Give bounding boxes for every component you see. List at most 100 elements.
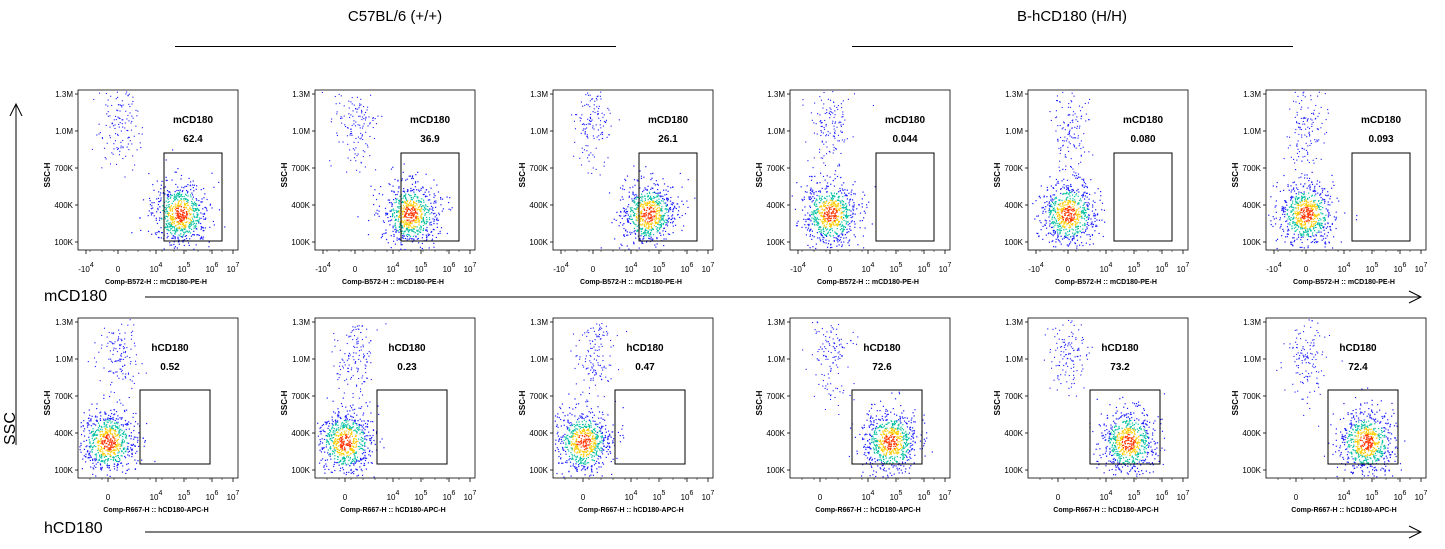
event-dot (176, 205, 178, 207)
event-dot (201, 237, 203, 239)
event-dot (620, 243, 622, 245)
event-dot (628, 248, 630, 250)
event-dot (849, 225, 851, 228)
event-dot (1329, 198, 1331, 200)
event-dot (639, 220, 642, 222)
event-dot (1331, 223, 1333, 225)
event-dot (666, 221, 668, 224)
event-dot (424, 214, 426, 216)
event-dot (576, 114, 578, 116)
event-dot (1082, 204, 1084, 207)
event-dot (1078, 105, 1081, 107)
event-dot (1308, 205, 1311, 207)
event-dot (1297, 198, 1299, 201)
event-dot (1331, 223, 1333, 225)
event-dot (1069, 143, 1071, 145)
event-dot (677, 214, 679, 216)
event-dot (833, 208, 835, 210)
event-dot (1307, 213, 1310, 215)
event-dot (630, 209, 632, 211)
event-dot (649, 208, 651, 210)
event-dot (650, 215, 652, 217)
event-dot (115, 119, 117, 121)
event-dot (1070, 200, 1072, 202)
event-dot (819, 212, 821, 214)
event-dot (649, 217, 651, 219)
event-dot (845, 220, 847, 222)
event-dot (1067, 203, 1069, 205)
event-dot (1275, 217, 1277, 219)
event-dot (196, 228, 198, 230)
event-dot (187, 191, 189, 193)
event-dot (1303, 224, 1305, 226)
event-dot (340, 116, 342, 118)
event-dot (835, 220, 837, 222)
event-dot (1316, 183, 1318, 185)
event-dot (636, 217, 638, 219)
event-dot (1067, 204, 1069, 206)
event-dot (649, 233, 651, 235)
event-dot (826, 208, 828, 210)
event-dot (378, 215, 380, 217)
event-dot (1292, 220, 1294, 223)
event-dot (1072, 137, 1074, 139)
event-dot (1068, 205, 1071, 207)
event-dot (160, 184, 162, 186)
event-dot (823, 197, 825, 199)
event-dot (180, 208, 182, 210)
event-dot (192, 180, 194, 182)
event-dot (1335, 227, 1337, 230)
event-dot (1049, 213, 1052, 215)
event-dot (826, 213, 828, 215)
y-tick-label: 100K (529, 238, 548, 247)
event-dot (1064, 204, 1066, 206)
event-dot (589, 106, 591, 108)
event-dot (176, 204, 178, 206)
event-dot (821, 195, 823, 197)
event-dot (370, 185, 372, 187)
event-dot (637, 202, 639, 205)
event-dot (152, 184, 154, 186)
event-dot (810, 187, 812, 189)
event-dot (107, 115, 109, 117)
event-dot (353, 120, 355, 122)
event-dot (175, 171, 177, 173)
event-dot (201, 201, 203, 203)
event-dot (188, 225, 190, 227)
event-dot (400, 226, 403, 229)
event-dot (640, 213, 642, 215)
event-dot (187, 204, 189, 207)
event-dot (1104, 221, 1106, 223)
event-dot (413, 191, 415, 193)
event-dot (846, 221, 849, 223)
event-dot (1060, 229, 1062, 232)
event-dot (825, 207, 827, 209)
event-dot (592, 111, 594, 113)
event-dot (1082, 217, 1084, 219)
event-dot (412, 197, 415, 199)
event-dot (1313, 189, 1316, 192)
event-dot (176, 227, 178, 229)
event-dot (417, 218, 419, 221)
event-dot (670, 221, 672, 224)
event-dot (844, 119, 846, 121)
event-dot (632, 186, 634, 188)
event-dot (1066, 217, 1068, 219)
event-dot (354, 153, 356, 155)
event-dot (167, 230, 169, 232)
event-dot (169, 226, 171, 228)
event-dot (179, 220, 182, 222)
event-dot (429, 224, 431, 226)
event-dot (1331, 174, 1333, 177)
event-dot (1086, 207, 1089, 210)
event-dot (1297, 214, 1299, 216)
event-dot (421, 198, 423, 200)
event-dot (1065, 156, 1067, 158)
event-dot (183, 233, 185, 235)
event-dot (400, 244, 402, 246)
event-dot (640, 175, 643, 177)
event-dot (439, 230, 441, 232)
event-dot (679, 216, 681, 219)
event-dot (168, 215, 170, 217)
event-dot (599, 174, 601, 176)
